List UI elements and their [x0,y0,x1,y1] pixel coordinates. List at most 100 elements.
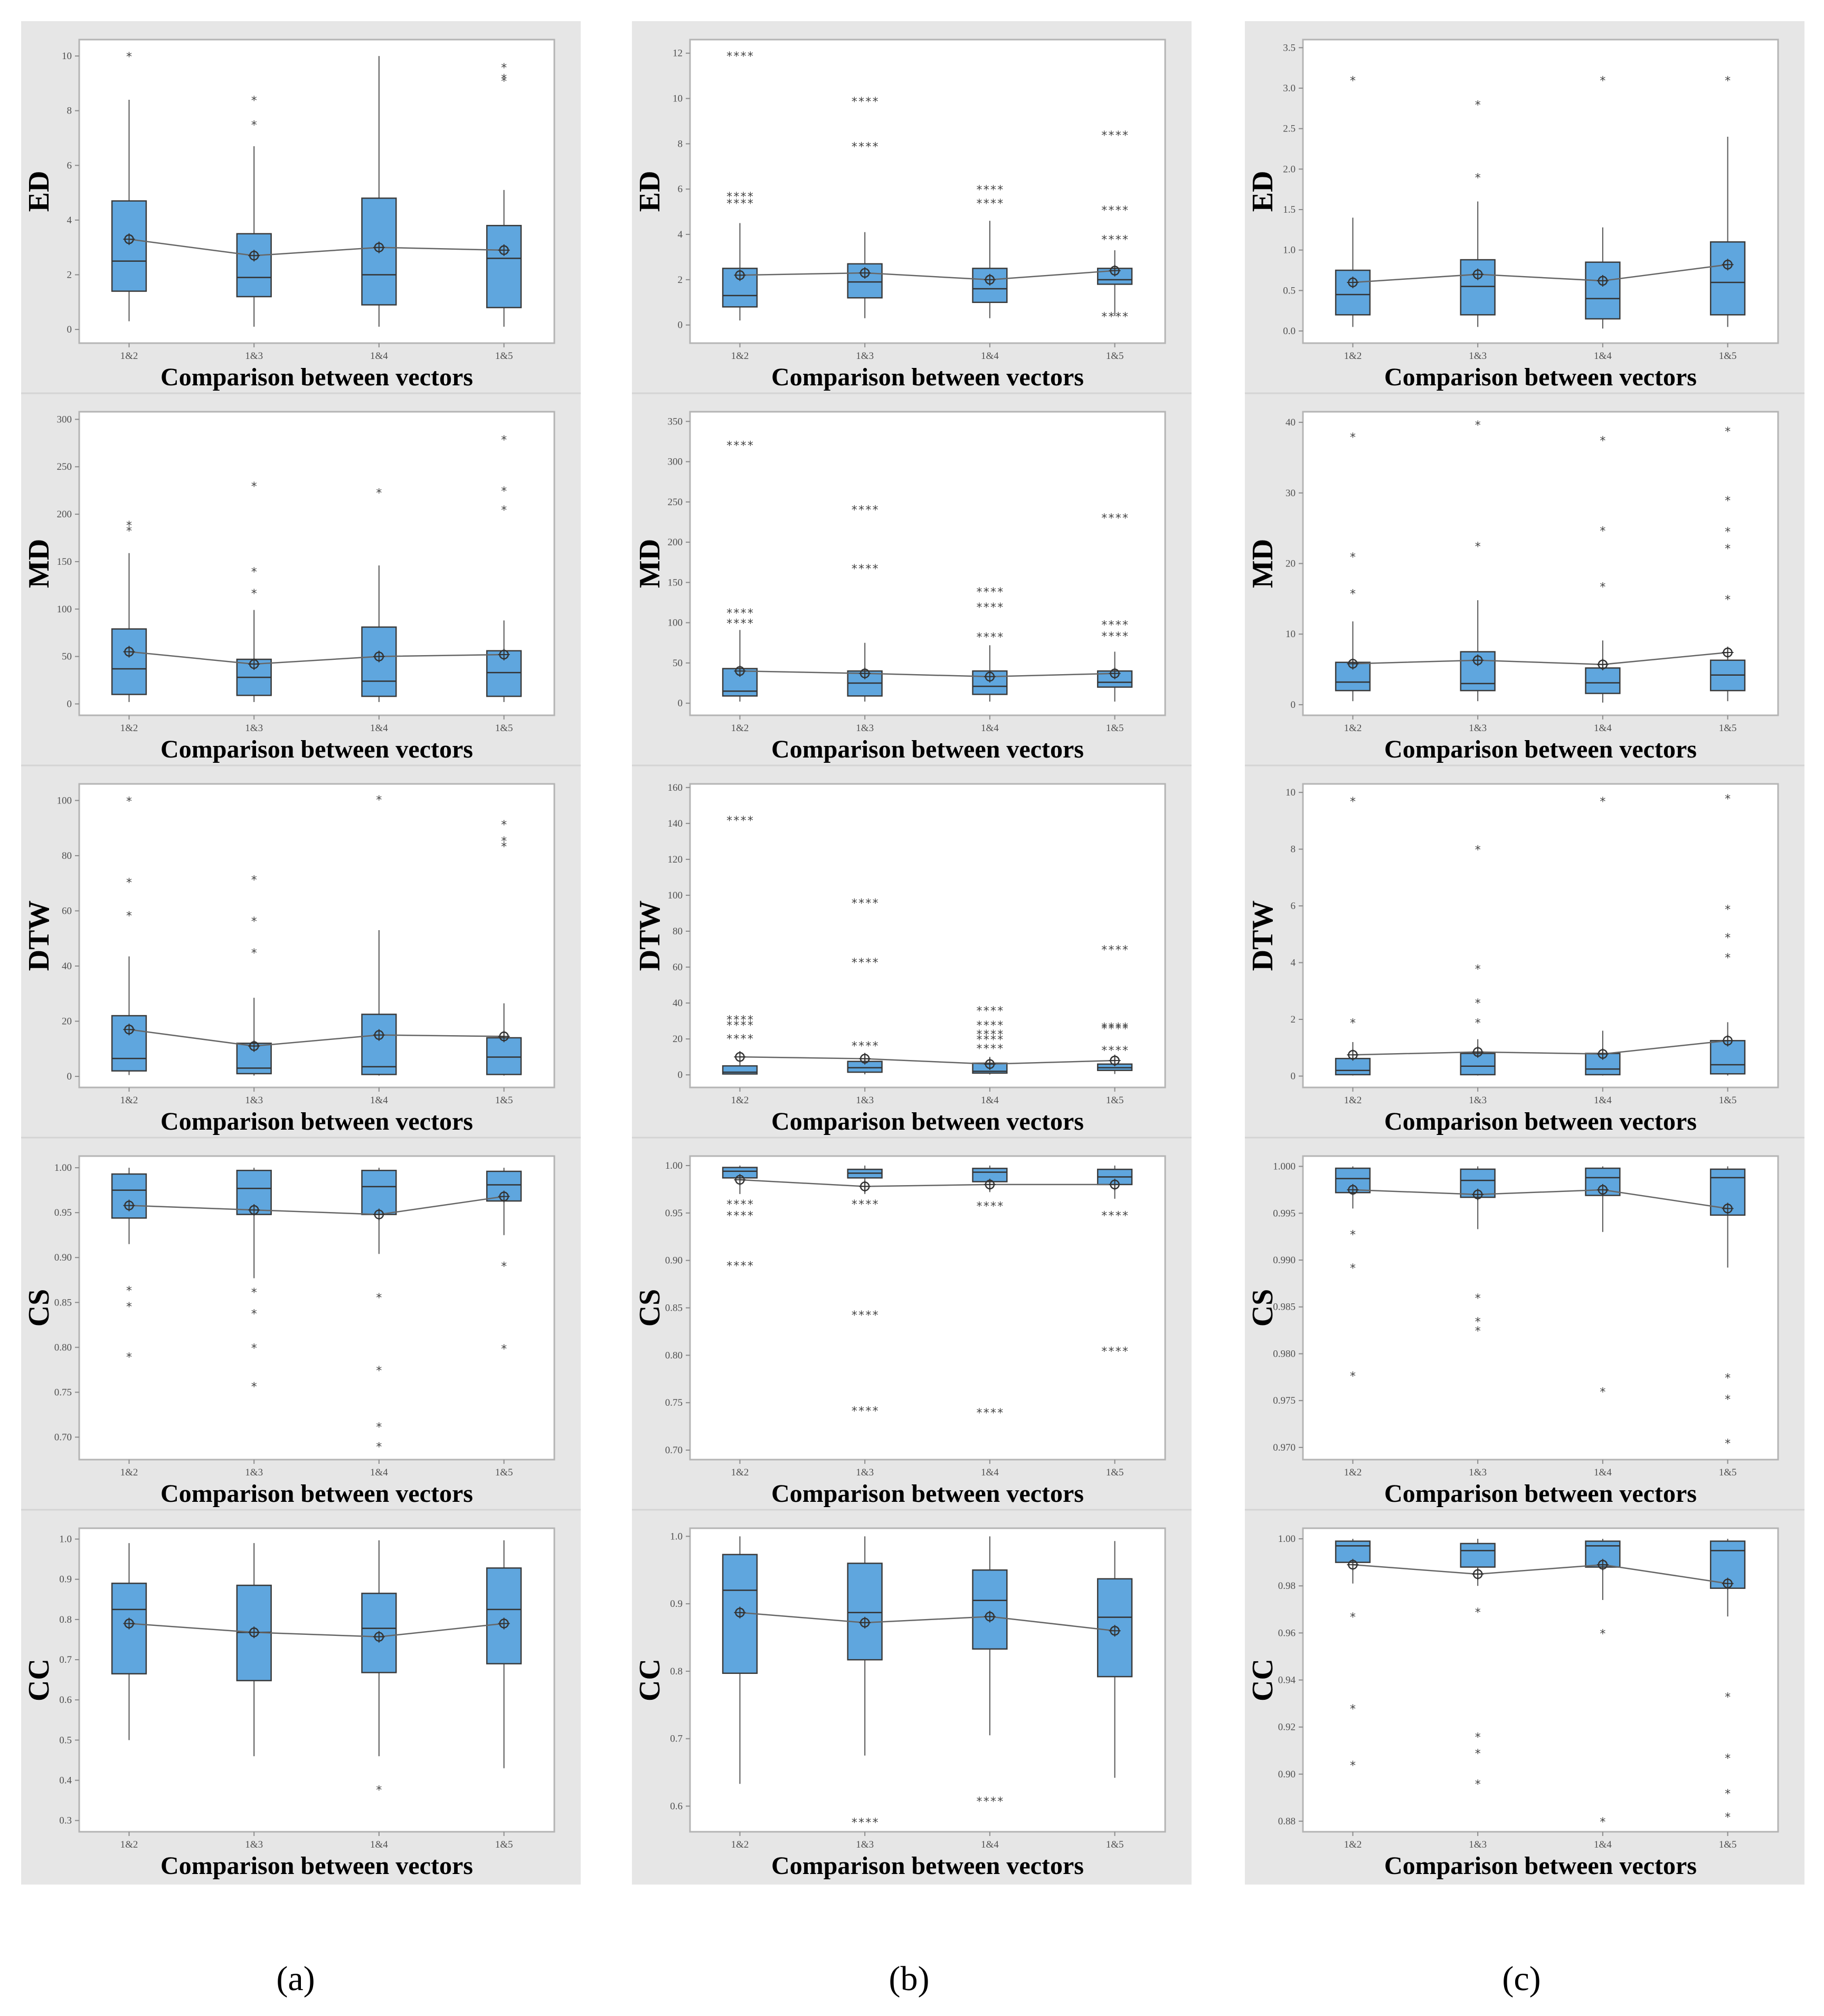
x-tick-label: 1&5 [495,1839,513,1850]
x-axis-label: Comparison between vectors [1384,363,1697,391]
y-tick-label: 10 [1286,629,1296,640]
x-tick-label: 1&5 [1719,1839,1737,1850]
mean-symbol [123,1617,135,1630]
y-tick-label: 0.88 [1278,1816,1296,1827]
mean-symbol [498,649,510,660]
mean-symbol [1109,264,1121,277]
plot-area [78,39,555,344]
x-tick-label: 1&3 [856,351,874,362]
x-tick-label: 1&3 [1469,1095,1487,1106]
mean-symbol [1722,1203,1734,1215]
y-tick-label: 1.00 [665,1160,683,1171]
x-axis-label: Comparison between vectors [1384,1852,1697,1880]
outlier-marker: * [251,1286,258,1300]
y-tick-label: 3.5 [1283,42,1296,53]
boxplot-cs-col1: 0.70 0.75 0.80 0.85 0.90 0.95 1.00 1&2 1&3 1&4 1&5… [634,1155,1166,1508]
y-tick-label: 150 [57,556,72,567]
box-1&3: **** [847,1536,883,1830]
outlier-marker: **** [726,1198,754,1212]
outlier-marker: **** [1101,234,1129,247]
outlier-marker: **** [851,1816,879,1830]
x-tick-label: 1&2 [120,351,138,362]
outlier-marker: * [500,835,507,848]
y-axis-label: ED [634,171,666,212]
mean-symbol [123,1024,135,1036]
outlier-marker: **** [851,1405,879,1418]
x-tick-label: 1&5 [1106,1839,1124,1850]
y-tick-label: 0.9 [59,1574,72,1585]
outlier-marker: **** [726,607,754,620]
outlier-marker: **** [1101,630,1129,643]
plot-area [1302,1527,1779,1833]
y-tick-label: 0 [67,698,72,709]
outlier-marker: * [251,1342,258,1355]
outlier-marker: **** [976,1043,1004,1056]
y-tick-label: 1.000 [1273,1161,1296,1172]
outlier-marker: * [500,73,507,86]
mean-connect-line [1353,264,1728,283]
y-tick-label: 120 [668,854,683,865]
mean-symbol [984,1178,996,1190]
y-axis-label: DTW [23,901,55,971]
plot-area [689,39,1166,344]
outlier-marker: **** [1101,204,1129,217]
y-tick-label: 20 [1286,559,1296,570]
y-tick-label: 0.7 [59,1654,72,1665]
mean-symbol [1347,1049,1359,1061]
x-tick-label: 1&5 [1106,1467,1124,1478]
x-axis-label: Comparison between vectors [771,363,1084,391]
x-tick-label: 1&3 [856,1839,874,1850]
y-tick-label: 0.8 [59,1614,72,1625]
outlier-marker: **** [851,1309,879,1322]
outlier-marker: **** [851,141,879,154]
outlier-marker: * [251,1308,258,1321]
outlier-marker: **** [851,1040,879,1053]
boxplot-cc-col0: 0.3 0.4 0.5 0.6 0.7 0.8 0.9 1.0 1&2 1&3 1&4 1&5 * CC C… [23,1527,555,1880]
outlier-marker: * [126,1284,133,1298]
outlier-marker: * [1349,431,1356,444]
box-1&5: **************** [1097,944,1133,1074]
outlier-marker: * [126,1301,133,1314]
iqr-box [111,1173,147,1219]
outlier-marker: **** [976,601,1004,614]
x-tick-label: 1&5 [495,723,513,734]
y-tick-label: 1.00 [1278,1534,1296,1545]
mean-connect-line [1353,1564,1728,1584]
plot-area [1302,783,1779,1089]
y-tick-label: 0.985 [1273,1302,1296,1313]
outlier-marker: **** [976,1034,1004,1047]
y-tick-label: 3.0 [1283,83,1296,94]
mean-symbol [1722,1035,1734,1047]
y-tick-label: 2 [1291,1014,1296,1025]
x-tick-label: 1&2 [1344,1839,1362,1850]
boxplot-cs-col0: 0.70 0.75 0.80 0.85 0.90 0.95 1.00 1&2 1&3 1&4 1&5… [23,1155,555,1508]
x-tick-label: 1&2 [120,1839,138,1850]
y-tick-label: 0 [678,320,683,331]
outlier-marker: * [1349,1017,1356,1030]
box-1&3: **** **** **** [847,1165,883,1418]
mean-symbol [984,273,996,286]
plot-area [689,1155,1166,1461]
outlier-marker: * [251,915,258,929]
mean-symbol [248,1204,260,1216]
outlier-marker: **** [726,1209,754,1223]
outlier-marker: * [375,794,382,807]
y-tick-label: 8 [678,138,683,149]
outlier-marker: **** [976,1795,1004,1809]
box-1&4: * [361,794,397,1076]
outlier-marker: **** [976,184,1004,197]
outlier-marker: **** [976,631,1004,645]
mean-symbol [123,233,135,245]
x-tick-label: 1&5 [1719,351,1737,362]
y-axis-label: MD [1246,539,1279,588]
outlier-marker: * [1475,963,1481,976]
outlier-marker: * [1724,952,1731,965]
mean-symbol [248,250,260,262]
x-axis-label: Comparison between vectors [1384,1480,1697,1508]
x-axis-label: Comparison between vectors [160,1852,473,1880]
